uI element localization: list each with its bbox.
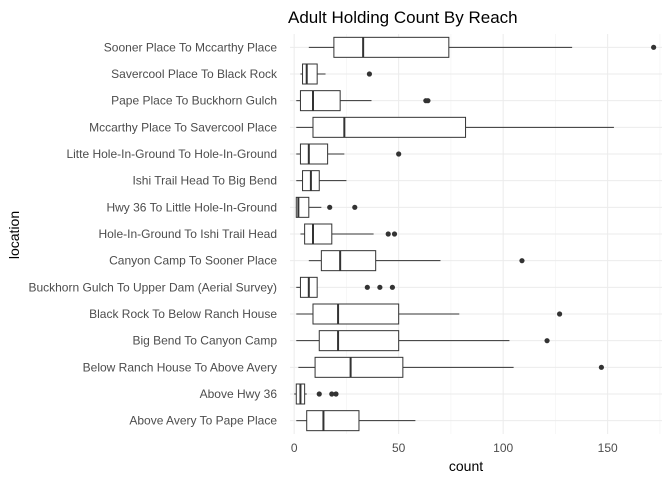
y-tick-label: Big Bend To Canyon Camp <box>132 334 277 348</box>
boxplot-row <box>296 170 347 192</box>
x-tick-label: 150 <box>598 441 618 455</box>
y-tick-label: Below Ranch House To Above Avery <box>83 360 277 374</box>
box <box>299 90 341 112</box>
box <box>312 116 467 138</box>
box <box>306 410 360 432</box>
outlier-point <box>391 231 398 237</box>
boxplot-row <box>300 223 398 245</box>
outlier-point <box>556 311 563 317</box>
y-tick-label: Sooner Place To Mccarthy Place <box>104 40 278 54</box>
outlier-point <box>364 284 370 290</box>
boxplot-row <box>296 303 563 325</box>
x-tick-label: 100 <box>493 441 513 455</box>
outlier-point <box>598 364 604 370</box>
outlier-point <box>385 231 391 237</box>
y-axis-tick-labels: Sooner Place To Mccarthy Place Savercool … <box>28 40 278 427</box>
outlier-point <box>366 71 373 77</box>
y-tick-label: Pape Place To Buckhorn Gulch <box>111 94 277 108</box>
boxplot-row <box>296 276 396 298</box>
boxplot-row <box>300 63 373 85</box>
boxplot-row <box>296 330 550 352</box>
y-tick-label: Canyon Camp To Sooner Place <box>109 254 277 268</box>
x-axis-title: count <box>449 458 483 474</box>
boxplot-row <box>296 143 402 165</box>
y-tick-label: Above Avery To Pape Place <box>129 414 277 428</box>
boxplot-row <box>308 36 657 58</box>
y-tick-label: Hwy 36 To Little Hole-In-Ground <box>106 200 277 214</box>
y-tick-label: Hole-In-Ground To Ishi Trail Head <box>98 227 277 241</box>
outlier-point <box>316 391 322 397</box>
outlier-point <box>544 338 550 344</box>
boxplot-row <box>308 250 525 272</box>
boxes <box>294 36 657 432</box>
outlier-point <box>352 204 358 210</box>
x-tick-label: 50 <box>392 441 406 455</box>
box <box>299 143 329 165</box>
outlier-point <box>333 391 339 397</box>
boxplot-row <box>296 116 614 138</box>
outlier-point <box>327 204 333 210</box>
box <box>302 63 318 85</box>
boxplot-row <box>296 90 431 112</box>
y-tick-label: Above Hwy 36 <box>200 387 278 401</box>
outlier-point <box>389 284 396 290</box>
outlier-point <box>377 284 383 290</box>
x-tick-label: 0 <box>291 441 298 455</box>
box <box>318 330 400 352</box>
x-axis-tick-labels: 0 50 100 150 <box>291 441 618 455</box>
box <box>312 303 400 325</box>
y-axis-title: location <box>6 211 22 259</box>
box <box>320 250 377 272</box>
outlier-point <box>425 98 431 104</box>
y-tick-label: Ishi Trail Head To Big Bend <box>132 174 277 188</box>
box <box>333 36 450 58</box>
boxplot-row <box>294 383 339 405</box>
y-tick-label: Litte Hole-In-Ground To Hole-In-Ground <box>66 147 277 161</box>
outlier-point <box>329 391 335 397</box>
box <box>304 223 333 245</box>
y-tick-label: Black Rock To Below Ranch House <box>89 307 277 321</box>
boxplot-row <box>295 196 358 218</box>
y-tick-label: Mccarthy Place To Savercool Place <box>89 120 277 134</box>
outlier-point <box>519 258 525 264</box>
boxplot-row <box>296 410 416 432</box>
outlier-point <box>396 151 402 157</box>
outlier-point <box>651 44 657 50</box>
y-tick-label: Savercool Place To Black Rock <box>111 67 278 81</box>
box <box>295 196 310 218</box>
boxplot-row <box>298 356 604 378</box>
box <box>314 356 404 378</box>
y-tick-label: Buckhorn Gulch To Upper Dam (Aerial Surv… <box>28 280 277 294</box>
chart-title: Adult Holding Count By Reach <box>288 8 518 27</box>
